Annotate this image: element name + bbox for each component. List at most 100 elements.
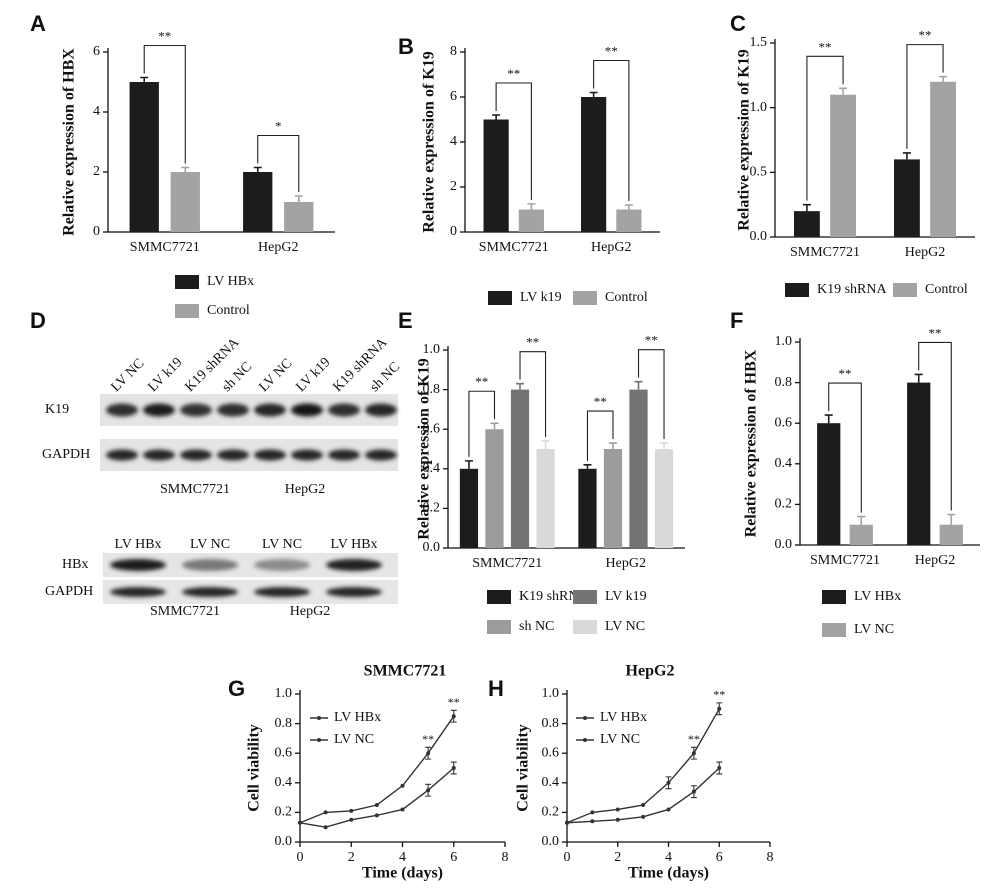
significance-bracket [257, 134, 300, 192]
x-tick-label: 8 [502, 850, 509, 865]
blot-band [143, 403, 175, 417]
point [641, 803, 646, 807]
lane-label: LV k19 [293, 355, 333, 395]
x-axis-label: Time (days) [628, 865, 709, 882]
bar [830, 94, 856, 237]
significance-bracket [918, 341, 952, 511]
legend-label: K19 shRNA [817, 282, 888, 297]
y-tick-label: 0.8 [423, 382, 441, 397]
y-tick-label: 1.0 [423, 342, 441, 357]
legend-swatch [573, 620, 597, 634]
blot-band [254, 587, 310, 597]
y-tick-label: 0.2 [542, 805, 560, 820]
point [590, 819, 595, 824]
row-label: GAPDH [45, 584, 93, 599]
error-bar [939, 75, 948, 82]
point [590, 810, 595, 815]
significance-label: ** [594, 394, 607, 409]
panel-letter: E [398, 308, 413, 333]
x-tick-label: SMMC7721 [130, 240, 200, 255]
line [566, 767, 720, 824]
blot-band [180, 403, 212, 417]
x-tick-label: 2 [614, 850, 621, 865]
point [374, 803, 379, 807]
bar [243, 172, 273, 232]
y-tick-label: 0.2 [275, 805, 293, 820]
legend-swatch [573, 291, 597, 305]
significance-bracket [906, 44, 944, 149]
error-bar [839, 87, 848, 95]
point [691, 789, 696, 794]
point [615, 817, 620, 822]
bar [817, 423, 841, 545]
point [565, 820, 569, 825]
lane-label: LV NC [108, 356, 147, 395]
bar [581, 97, 607, 232]
group-label: HepG2 [290, 604, 330, 619]
bar [578, 468, 597, 548]
point [349, 817, 354, 822]
legend-swatch [487, 590, 511, 604]
significance-label: ** [819, 39, 832, 54]
y-axis-label: Relative expression of K19 [736, 49, 753, 230]
lane-label: LV NC [190, 537, 230, 552]
blot-band [291, 403, 323, 417]
y-tick-label: 4 [93, 104, 100, 119]
error-bar [492, 114, 501, 120]
panel-letter: H [488, 676, 504, 701]
blot-band [328, 403, 360, 417]
y-axis-label: Cell viability [515, 724, 532, 812]
blot-band [106, 403, 138, 417]
group-label: SMMC7721 [150, 604, 220, 619]
significance-label: ** [645, 333, 658, 348]
error-bar [253, 166, 262, 172]
significance-label: ** [919, 28, 932, 43]
x-tick-label: 4 [399, 850, 406, 865]
error-bar [527, 203, 536, 210]
y-tick-label: 0.0 [750, 229, 768, 244]
error-bar [490, 422, 499, 430]
y-axis-label: Relative expression of HBX [743, 349, 760, 537]
y-tick-label: 0.6 [775, 415, 793, 430]
legend-label: LV NC [605, 619, 645, 634]
x-tick-label: SMMC7721 [479, 240, 549, 255]
legend-swatch [573, 590, 597, 604]
y-axis-label: Relative expression of K19 [416, 358, 433, 539]
panel-letter: F [730, 308, 743, 333]
legend-swatch [785, 283, 809, 297]
point [374, 813, 379, 818]
x-tick-label: 0 [564, 850, 571, 865]
y-tick-label: 0.8 [275, 716, 293, 731]
significance-label: ** [507, 66, 520, 81]
x-tick-label: HepG2 [606, 556, 646, 571]
x-tick-label: HepG2 [591, 240, 631, 255]
x-tick-label: 4 [665, 850, 672, 865]
blot-band [110, 559, 166, 571]
legend-swatch [175, 275, 199, 289]
error-bar [294, 195, 303, 202]
blot-band [182, 587, 238, 597]
bar [483, 119, 509, 232]
y-tick-label: 0.8 [775, 375, 793, 390]
bar [518, 209, 544, 232]
point [641, 814, 646, 819]
y-tick-label: 8 [450, 44, 457, 59]
x-tick-label: 0 [297, 850, 304, 865]
legend-label: LV NC [600, 732, 640, 747]
significance-bracket [586, 410, 614, 461]
significance-label: ** [475, 374, 488, 389]
blot-band [106, 449, 138, 461]
legend-label: LV k19 [520, 290, 562, 305]
lane-label: sh NC [367, 359, 403, 395]
blot-band [328, 449, 360, 461]
legend-label: LV NC [334, 732, 374, 747]
legend-swatch [893, 283, 917, 297]
legend-marker [583, 738, 587, 742]
blot-band [326, 587, 382, 597]
bar [284, 202, 314, 232]
bar [907, 382, 931, 545]
legend-label: LV NC [854, 622, 894, 637]
significance-bracket [806, 55, 844, 201]
error-bar [857, 515, 866, 525]
